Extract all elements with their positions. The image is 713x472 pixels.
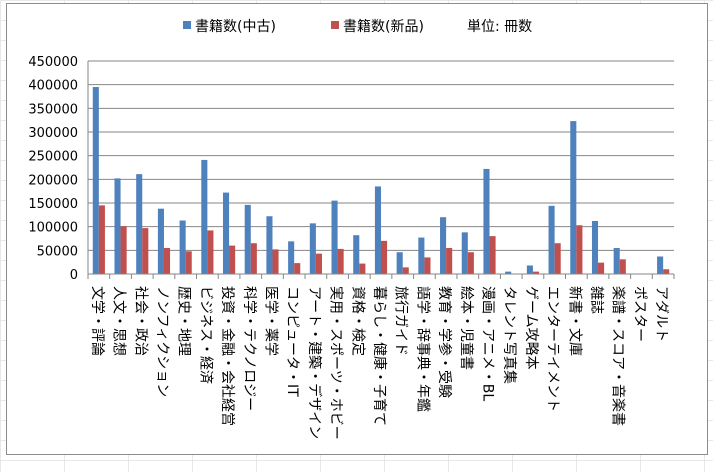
bar-new [489,236,496,274]
y-tick-label: 150000 [28,197,78,212]
x-tick-label: ビジネス・経済 [197,286,213,384]
y-tick-label: 0 [70,268,78,283]
bar-used [244,204,251,274]
bar-new [424,257,431,274]
bar-used [136,174,143,274]
x-tick-label: 実用・スポーツ・ホビー [328,286,344,440]
y-tick-label: 400000 [28,79,78,94]
bar-used [223,192,230,274]
bar-new [142,228,149,274]
bar-used [505,271,512,274]
x-tick-label: タレント写真集 [501,286,518,384]
bar-used [570,121,577,274]
legend: 書籍数(中古) 書籍数(新品) 単位: 冊数 [183,18,532,35]
bar-used [396,252,403,274]
bar-used [657,256,664,274]
x-axis: 文学・評論 人文・思想 社会・政治 ノンフィクション 歴史・地理 ビジネス・経済 投資・金融… [87,273,675,440]
bar-chart: 書籍数(中古) 書籍数(新品) 単位: 冊数 0 50000 100000 15000… [28,18,675,440]
x-tick-label: アート・建築・デザイン [306,286,323,439]
bar-new [98,205,105,274]
bar-new [663,269,670,274]
x-tick-label: ノンフィクション [154,286,170,397]
bar-new [467,252,474,274]
bar-used [201,159,208,274]
bar-new [207,230,214,274]
bar-used [92,87,99,274]
x-tick-label: エンターテイメント [545,286,561,412]
bar-new [185,251,192,274]
bar-used [461,232,468,274]
y-tick-label: 450000 [28,55,78,70]
bar-used [309,223,316,274]
bar-new [359,263,366,274]
y-tick-label: 350000 [28,102,78,117]
chart-area[interactable]: 書籍数(中古) 書籍数(新品) 単位: 冊数 0 50000 100000 15000… [6,3,708,455]
bar-used [266,216,273,274]
bar-used [179,220,186,274]
bar-used [288,241,295,274]
y-tick-label: 200000 [28,173,78,188]
bar-new [163,247,171,274]
x-tick-label: 雑誌 [588,286,604,314]
x-tick-label: 投資・金融・会社経営 [219,286,235,426]
x-tick-label: 医学・薬学 [262,286,278,356]
x-tick-label: 科学・テクノロジー [241,286,257,411]
bar-used [114,178,121,274]
legend-label-used: 書籍数(中古) [195,18,276,35]
bar-used [157,208,164,274]
x-tick-label: ゲーム攻略本 [523,286,539,370]
bar-used [440,217,447,274]
bar-used [331,200,338,274]
bar-new [598,262,605,274]
bar-new [446,247,453,274]
bar-new [294,263,301,274]
bar-new [315,253,322,274]
bar-new [381,240,388,274]
x-tick-label: コンピュータ・IT [284,286,300,397]
x-tick-label: 社会・政治 [132,286,148,356]
bars [92,87,670,274]
bar-new [120,226,127,274]
y-tick-label: 100000 [28,221,78,236]
x-tick-label: 資格・検定 [349,286,365,356]
legend-swatch-new [331,21,339,29]
bar-used [418,237,425,274]
x-tick-label: 教育・学参・受験 [436,286,453,398]
bar-new [402,267,409,274]
bar-used [483,168,490,274]
legend-label-new: 書籍数(新品) [343,18,424,35]
x-tick-label: 新書・文庫 [566,286,583,356]
x-tick-label: 絵本・児童書 [458,286,475,370]
bar-used [613,247,620,274]
x-tick-label: 旅行ガイド [393,286,409,356]
bar-new [229,245,236,274]
y-axis: 0 50000 100000 150000 200000 250000 300000 3500… [28,55,89,283]
bar-used [526,265,533,274]
bar-used [353,235,360,274]
bar-new [532,271,540,274]
bar-used [548,205,555,274]
bar-new [250,243,257,274]
y-tick-label: 250000 [28,150,78,165]
bar-new [576,225,583,274]
y-tick-label: 300000 [28,126,78,141]
y-tick-label: 50000 [37,244,78,259]
x-tick-label: ポスター [631,286,647,342]
bar-new [554,243,561,274]
unit-note: 単位: 冊数 [467,19,532,35]
x-tick-label: アダルト [653,286,669,342]
x-tick-label: 語学・辞事典・年鑑 [414,286,431,412]
bar-new [619,259,626,274]
bar-new [337,248,344,274]
x-tick-label: 暮らし・健康・子育て [371,286,388,426]
x-tick-label: 人文・思想 [111,286,127,356]
legend-swatch-used [183,21,191,29]
x-tick-label: 楽譜・スコア・音楽書 [610,286,627,426]
bar-new [272,249,279,274]
bar-used [374,186,381,274]
x-tick-label: 文学・評論 [89,286,105,356]
x-tick-label: 歴史・地理 [176,286,192,356]
x-tick-label: 漫画・アニメ・BL [480,286,496,401]
bar-used [591,220,599,274]
